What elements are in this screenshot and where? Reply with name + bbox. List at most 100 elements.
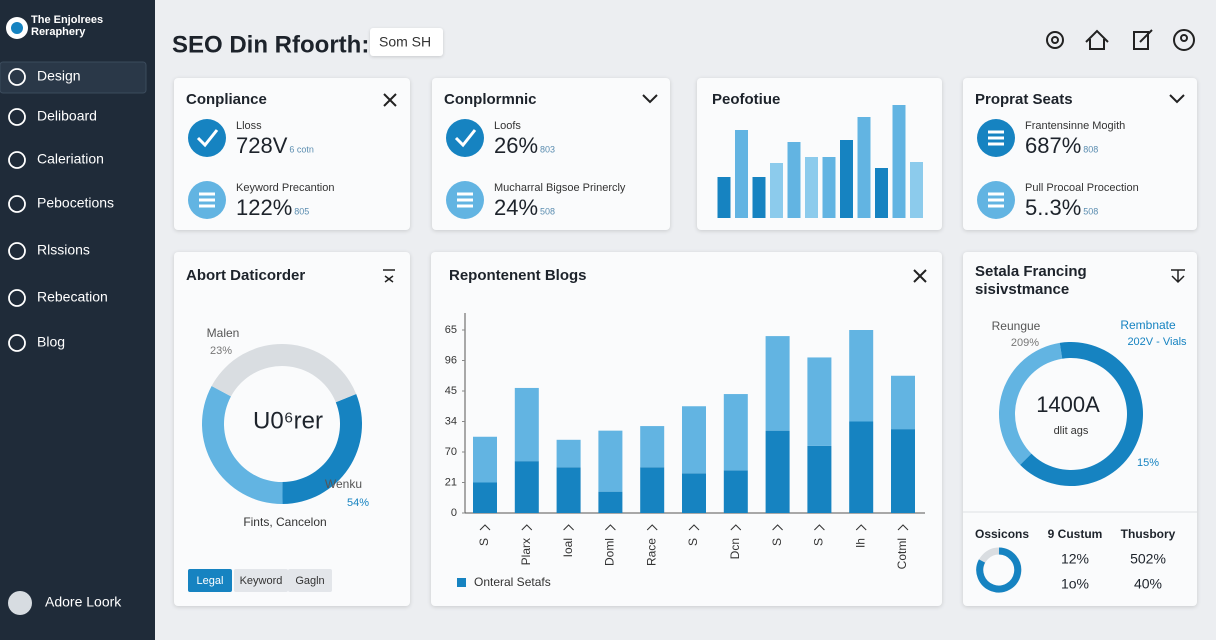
settings-icon[interactable]: [1046, 31, 1064, 49]
tab-button[interactable]: [234, 569, 288, 592]
x-tick-label: S: [770, 538, 784, 546]
donut-annotation: 15%: [1137, 457, 1159, 469]
table-header: Ossicons: [975, 527, 1029, 541]
nav-item[interactable]: Caleriation: [37, 151, 104, 167]
stat-label: Pull Procoal Procection: [1025, 182, 1139, 194]
donut-sublabel: dlit ags: [1054, 425, 1089, 437]
stat-label: Lloss: [236, 120, 262, 132]
mini-donut: [976, 547, 1022, 593]
close-icon[interactable]: [383, 93, 397, 107]
collapse-icon[interactable]: [383, 269, 395, 283]
chevron-icon[interactable]: [1169, 94, 1185, 104]
profile-icon[interactable]: [1173, 29, 1195, 51]
stat-unit: 808: [1083, 144, 1098, 154]
y-tick-label: 0: [451, 507, 457, 519]
donut-segment: [999, 342, 1063, 465]
tab-label[interactable]: Legal: [197, 575, 224, 587]
bar-segment: [640, 467, 665, 513]
tab-label[interactable]: Keyword: [240, 575, 283, 587]
bar: [717, 177, 731, 218]
bar-segment: [723, 470, 748, 513]
edit-icon[interactable]: [1133, 29, 1153, 50]
y-tick-label: 21: [445, 476, 457, 488]
bar-segment: [891, 429, 915, 513]
x-tick-label: Cotml: [895, 538, 909, 569]
donut-center: 1400A: [1036, 392, 1100, 417]
home-icon[interactable]: [1085, 29, 1109, 50]
x-tick-label: Dcn: [728, 538, 742, 559]
donut-annotation: 54%: [347, 497, 369, 509]
page-title: SEO Din Rfoorth:: [172, 31, 369, 58]
nav-icon: [8, 108, 26, 126]
profile-icon[interactable]: [1180, 34, 1188, 42]
stat-icon: [199, 192, 215, 208]
donut-caption: Fints, Cancelon: [243, 515, 326, 529]
tab-button[interactable]: [288, 569, 332, 592]
stat-label: Keyword Precantion: [236, 182, 334, 194]
x-tick-label: Plarx: [519, 538, 533, 565]
chevron-icon[interactable]: [642, 94, 658, 104]
y-tick-label: 70: [445, 446, 457, 458]
tick-caret: [814, 524, 825, 531]
x-tick-label: Race: [644, 538, 658, 566]
tab-label[interactable]: Gagln: [295, 575, 324, 587]
search-box[interactable]: [370, 28, 443, 56]
nav-item[interactable]: Rlssions: [37, 242, 90, 258]
bar-segment: [765, 336, 790, 431]
stat-value: 26%: [494, 133, 538, 158]
settings-icon[interactable]: [1051, 36, 1059, 44]
bar-segment: [514, 461, 539, 513]
x-tick-label: S: [686, 538, 700, 546]
x-tick-label: Ih: [853, 538, 867, 548]
bar-segment: [849, 421, 874, 513]
stat-icon: [988, 192, 1004, 208]
header-icons: [1046, 29, 1195, 51]
stat-unit: 6 cotn: [289, 144, 314, 154]
bar: [735, 130, 748, 218]
bar-segment: [556, 439, 581, 468]
nav-item[interactable]: Pebocetions: [37, 195, 114, 211]
donut-annotation: 209%: [1011, 337, 1039, 349]
nav-icon: [8, 68, 26, 86]
bar-segment: [514, 387, 539, 462]
card-icons: [383, 93, 1185, 284]
bar-segment: [682, 406, 706, 474]
bar-segment: [849, 330, 874, 422]
stat-value: 728V: [236, 133, 288, 158]
stat-unit: 508: [540, 206, 555, 216]
bar: [875, 168, 888, 218]
download-icon[interactable]: [1171, 269, 1185, 284]
stat-icon: [988, 130, 1004, 146]
tab-button[interactable]: [188, 569, 232, 592]
donut-annotation: 202V - Vials: [1127, 336, 1187, 348]
close-icon[interactable]: [913, 269, 927, 283]
user-name: Adore Loork: [45, 594, 122, 610]
bar: [822, 157, 836, 218]
nav-item[interactable]: Deliboard: [37, 108, 97, 124]
stat-value: 5..3%: [1025, 195, 1081, 220]
bar-segment: [598, 491, 623, 513]
bar: [910, 162, 923, 218]
nav-item[interactable]: Rebecation: [37, 289, 108, 305]
stat-icon: [454, 129, 477, 148]
nav-item[interactable]: Design: [37, 68, 81, 84]
bar-segment: [765, 430, 790, 513]
bar: [840, 140, 853, 218]
nav-item[interactable]: Blog: [37, 334, 65, 350]
bar-segment: [556, 467, 581, 513]
bar-segment: [473, 436, 497, 483]
card-title: Conpliance: [186, 91, 267, 108]
legend-swatch: [457, 578, 466, 587]
stat-icon: [188, 119, 226, 157]
stat-unit: 805: [294, 206, 309, 216]
donut-label: Rembnate: [1120, 318, 1176, 332]
nav-icon: [8, 242, 26, 260]
tick-caret: [730, 524, 742, 531]
stat-value: 122%: [236, 195, 292, 220]
search-text: Som SH: [379, 34, 431, 50]
y-tick-label: 96: [445, 354, 457, 366]
tick-caret: [521, 524, 533, 531]
stat-value: 687%: [1025, 133, 1081, 158]
